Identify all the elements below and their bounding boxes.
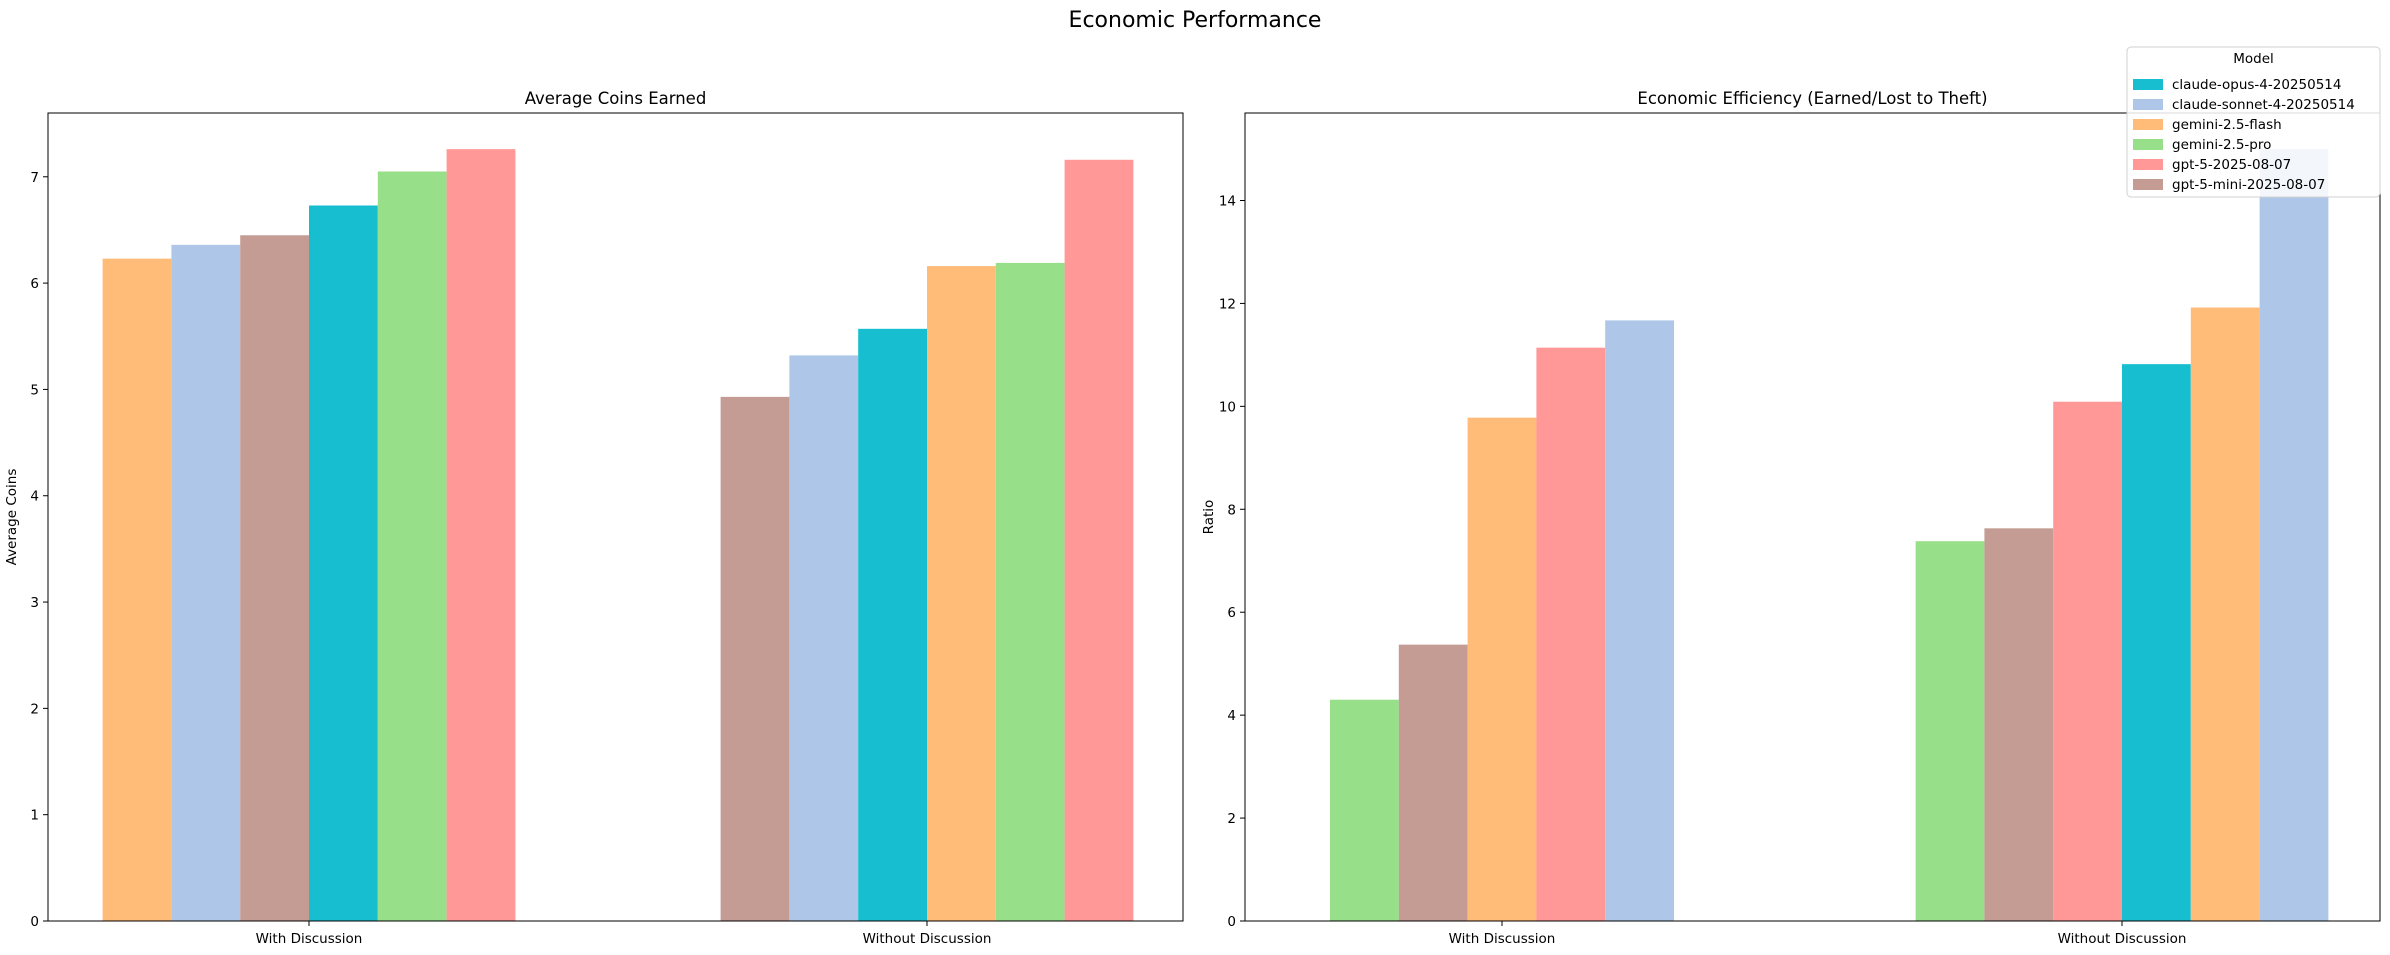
x-tick-label: With Discussion [256, 931, 363, 947]
bar [240, 235, 309, 921]
bar [1064, 159, 1134, 922]
y-tick-label: 7 [30, 170, 39, 186]
legend-swatch [2133, 79, 2163, 90]
bar [858, 328, 927, 921]
legend-label: claude-sonnet-4-20250514 [2172, 97, 2355, 113]
bar [720, 396, 790, 921]
bar [995, 262, 1065, 921]
plot-frame [47, 112, 1184, 922]
x-tick-label: Without Discussion [863, 931, 992, 947]
y-tick-label: 4 [1227, 708, 1236, 724]
bar [1330, 699, 1399, 921]
legend-label: gpt-5-mini-2025-08-07 [2172, 177, 2325, 193]
bar [1605, 320, 1674, 921]
y-tick-label: 6 [1227, 605, 1236, 621]
y-tick-label: 5 [30, 382, 39, 398]
legend-swatch [2133, 139, 2163, 150]
bar [102, 258, 172, 922]
legend-label: gemini-2.5-flash [2172, 117, 2282, 133]
y-tick-label: 6 [30, 276, 39, 292]
legend-swatch [2133, 179, 2163, 190]
y-tick-label: 14 [1219, 193, 1236, 209]
legend-box [2126, 46, 2381, 198]
chart-panel-2: Economic Efficiency (Earned/Lost to Thef… [1201, 89, 2381, 947]
legend-swatch [2133, 119, 2163, 130]
legend-label: claude-opus-4-20250514 [2172, 77, 2341, 93]
bar [2259, 149, 2329, 921]
chart-panel-1: Average Coins Earned 0 1 2 3 4 5 6 7 With Discuss… [4, 89, 1184, 947]
bar [2122, 364, 2191, 921]
bar [1467, 417, 1537, 921]
y-tick-label: 0 [30, 914, 39, 930]
legend-label: gpt-5-2025-08-07 [2172, 157, 2291, 173]
bar [171, 244, 241, 922]
bar [1915, 541, 1985, 921]
x-tick-label: With Discussion [1449, 931, 1556, 947]
y-axis-label: Ratio [1201, 500, 1217, 535]
bar [1984, 528, 2054, 921]
bar [446, 149, 516, 922]
y-tick-label: 0 [1227, 914, 1236, 930]
y-tick-label: 10 [1219, 399, 1236, 415]
y-tick-label: 4 [30, 489, 39, 505]
plot-frame [1244, 112, 2381, 922]
figure-title: Economic Performance [1069, 8, 1322, 33]
y-tick-label: 12 [1219, 296, 1236, 312]
bar [2190, 307, 2260, 921]
panel-title: Average Coins Earned [525, 89, 707, 108]
bar [377, 171, 447, 921]
legend-swatch [2133, 99, 2163, 110]
y-axis-label: Average Coins [4, 469, 20, 566]
legend: Model claude-opus-4-20250514 claude-sonnet… [2126, 46, 2381, 198]
bar [789, 355, 859, 921]
legend-swatch [2133, 159, 2163, 170]
bar [1536, 347, 1606, 921]
x-tick-label: Without Discussion [2058, 931, 2187, 947]
y-tick-label: 8 [1227, 502, 1236, 518]
bar [2053, 401, 2122, 921]
y-tick-label: 2 [1227, 811, 1236, 827]
panel-title: Economic Efficiency (Earned/Lost to Thef… [1637, 89, 1987, 108]
bar [927, 266, 996, 921]
bar [1398, 644, 1468, 921]
y-tick-label: 3 [30, 595, 39, 611]
y-tick-label: 1 [30, 808, 39, 824]
legend-title: Model [2233, 51, 2274, 67]
y-tick-label: 2 [30, 701, 39, 717]
bar [309, 205, 378, 921]
legend-label: gemini-2.5-pro [2172, 137, 2271, 153]
